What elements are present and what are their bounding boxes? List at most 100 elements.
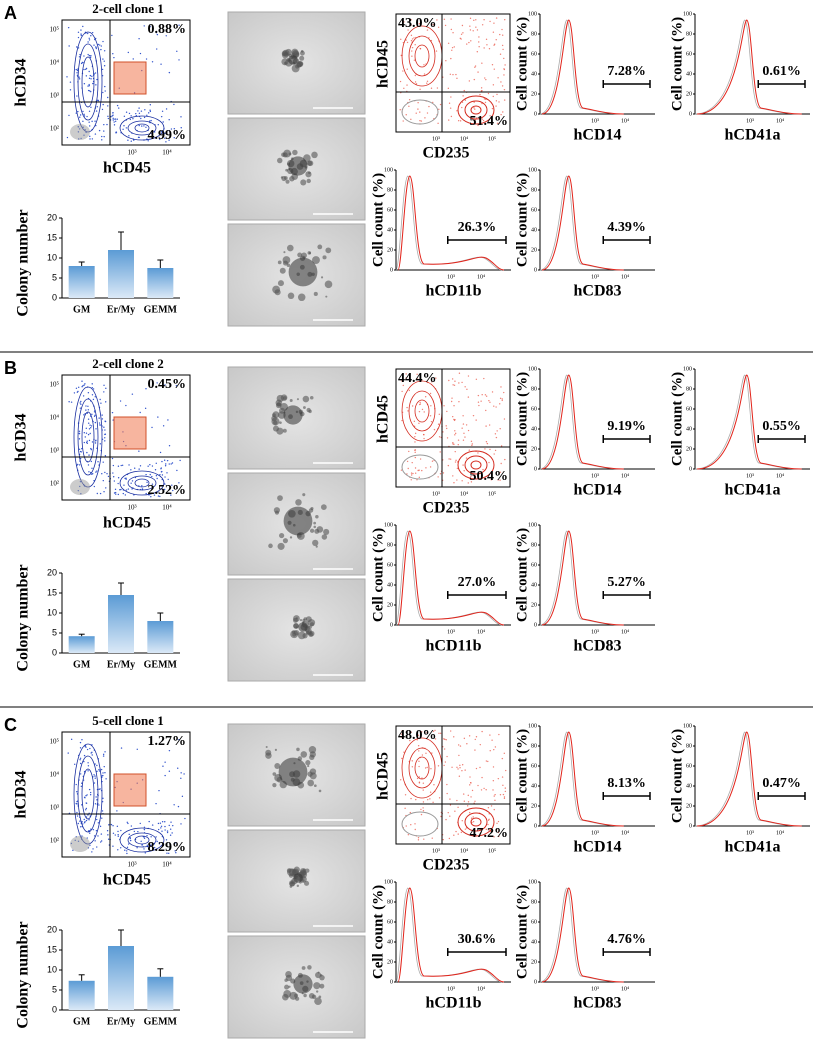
histogram-curve	[541, 175, 624, 271]
event-dot	[99, 841, 102, 843]
event-dot	[106, 473, 108, 475]
cell	[277, 495, 283, 501]
event-dot	[479, 93, 481, 96]
event-dot	[485, 395, 488, 397]
event-dot	[161, 821, 164, 823]
event-dot	[504, 19, 506, 21]
event-dot	[452, 475, 454, 477]
event-dot	[473, 78, 476, 81]
event-dot	[104, 90, 106, 92]
event-dot	[175, 385, 178, 387]
event-dot	[86, 440, 88, 442]
y-tick-label: 80	[387, 542, 393, 548]
event-dot	[418, 765, 420, 768]
event-dot	[150, 496, 152, 498]
event-dot	[136, 748, 138, 750]
event-dot	[493, 22, 495, 24]
event-dot	[91, 386, 93, 389]
event-dot	[157, 124, 159, 126]
event-dot	[85, 75, 88, 77]
y-tick-label: 0	[689, 111, 692, 117]
event-dot	[88, 121, 90, 123]
cell	[274, 748, 277, 751]
event-dot	[498, 733, 500, 736]
event-dot	[121, 464, 124, 467]
event-dot	[429, 415, 432, 417]
event-dot	[411, 38, 414, 40]
event-dot	[494, 433, 497, 435]
event-dot	[426, 766, 428, 769]
event-dot	[91, 754, 93, 756]
event-dot	[80, 33, 82, 35]
event-dot	[409, 811, 412, 814]
event-dot	[76, 72, 78, 74]
event-dot	[461, 101, 464, 104]
event-dot	[487, 92, 490, 95]
event-dot	[169, 834, 172, 836]
event-dot	[113, 121, 115, 123]
y-tick-label: 40	[387, 939, 393, 945]
event-dot	[438, 732, 440, 735]
event-dot	[67, 26, 70, 29]
event-dot	[136, 847, 138, 849]
cell	[272, 782, 277, 788]
event-dot	[117, 849, 119, 851]
event-dot	[400, 469, 403, 471]
gate-label: 26.3%	[458, 220, 497, 235]
cell	[284, 984, 290, 990]
cell	[274, 763, 281, 769]
event-dot	[483, 19, 485, 21]
event-dot	[423, 64, 425, 66]
y-tick-label: 20	[531, 247, 537, 253]
y-tick-label: 0	[534, 111, 537, 117]
event-dot	[495, 17, 498, 19]
event-dot	[417, 469, 419, 472]
y-tick-label: 0	[689, 823, 692, 829]
cell	[313, 291, 318, 297]
event-dot	[470, 440, 473, 443]
event-dot	[102, 91, 104, 94]
event-dot	[499, 53, 502, 55]
event-dot	[469, 782, 472, 784]
cell	[273, 420, 278, 425]
event-dot	[96, 492, 99, 495]
event-dot	[76, 790, 78, 793]
event-dot	[475, 117, 478, 119]
event-dot	[111, 411, 114, 414]
event-dot	[76, 811, 78, 814]
event-dot	[155, 802, 157, 805]
event-dot	[462, 793, 465, 795]
event-dot	[415, 798, 417, 801]
event-dot	[104, 772, 106, 774]
event-dot	[104, 437, 106, 439]
event-dot	[100, 45, 102, 47]
tick-label: 10³	[447, 274, 455, 280]
event-dot	[501, 757, 504, 760]
cell	[303, 993, 307, 998]
y-tick-label: 0	[390, 267, 393, 273]
event-dot	[126, 846, 129, 849]
event-dot	[458, 382, 460, 384]
event-dot	[93, 44, 95, 46]
event-dot	[466, 805, 469, 807]
event-dot	[464, 828, 467, 830]
event-dot	[123, 484, 125, 486]
tick-label: 10⁵	[488, 491, 496, 497]
cell	[295, 996, 300, 1001]
event-dot	[143, 116, 146, 119]
axis-label: hCD41a	[724, 127, 780, 144]
event-dot	[83, 83, 86, 85]
event-dot	[411, 46, 414, 49]
contour	[464, 100, 488, 120]
y-tick-label: 100	[528, 522, 537, 528]
contour	[414, 399, 430, 423]
event-dot	[422, 807, 424, 809]
event-dot	[85, 68, 87, 71]
event-dot	[419, 111, 421, 113]
cell	[305, 616, 312, 623]
event-dot	[149, 110, 152, 113]
event-dot	[479, 766, 481, 769]
event-dot	[473, 101, 475, 103]
event-dot	[88, 37, 90, 39]
y-tick-label: 20	[531, 602, 537, 608]
